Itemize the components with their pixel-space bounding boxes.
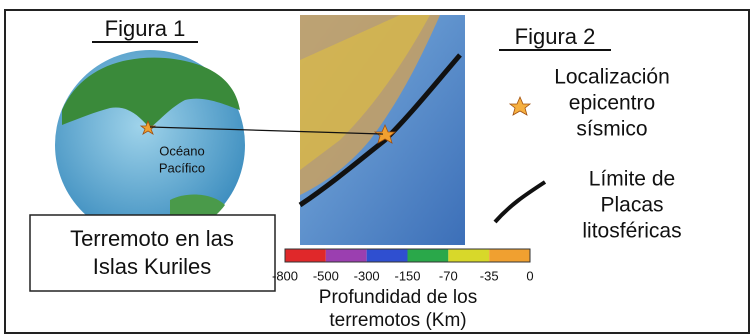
scale-tick-label: -70 bbox=[439, 268, 458, 283]
scale-label: Profundidad de los bbox=[319, 287, 477, 308]
scale-tick-label: -800 bbox=[272, 268, 298, 283]
legend-text: Límite de bbox=[589, 168, 675, 191]
figure-title: Figura 1 bbox=[105, 16, 186, 41]
scale-segment bbox=[285, 249, 326, 262]
legend-text: sísmico bbox=[576, 118, 647, 141]
legend-text: Placas bbox=[600, 194, 663, 217]
scale-tick-label: -150 bbox=[394, 268, 420, 283]
figure-title: Figura 2 bbox=[515, 24, 596, 49]
ocean-label: Pacífico bbox=[159, 160, 205, 175]
page: Océano Pacífico Figura 1 Figura 2 Locali… bbox=[0, 0, 754, 334]
scale-label: terremotos (Km) bbox=[329, 310, 466, 331]
scale-segment bbox=[489, 249, 530, 262]
scale-tick-label: -300 bbox=[354, 268, 380, 283]
caption-text: Islas Kuriles bbox=[93, 254, 212, 279]
scale-tick-label: -500 bbox=[313, 268, 339, 283]
legend-text: Localización bbox=[554, 66, 670, 89]
scale-segment bbox=[408, 249, 449, 262]
scale-tick-label: 0 bbox=[526, 268, 533, 283]
ocean-label: Océano bbox=[159, 143, 205, 158]
legend-text: litosféricas bbox=[582, 220, 681, 243]
scale-segment bbox=[326, 249, 367, 262]
scale-segment bbox=[367, 249, 408, 262]
scale-tick-label: -35 bbox=[480, 268, 499, 283]
legend-text: epicentro bbox=[569, 92, 655, 115]
scale-segment bbox=[448, 249, 489, 262]
caption-text: Terremoto en las bbox=[70, 226, 234, 251]
